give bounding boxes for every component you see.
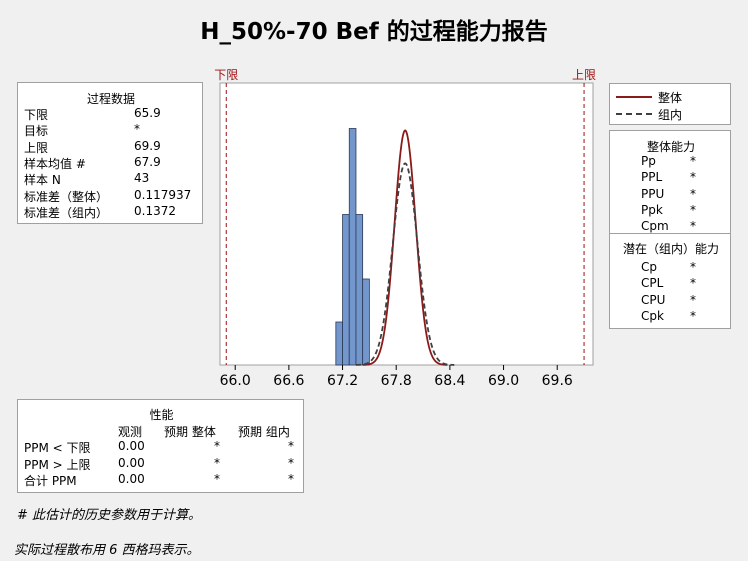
- potential-capability-row-value: *: [690, 292, 696, 307]
- process-data-row-label: 样本 N: [24, 173, 61, 188]
- performance-row-within: *: [288, 472, 294, 486]
- process-data-row-label: 下限: [24, 108, 49, 122]
- process-data-row-value: 0.117937: [134, 187, 192, 202]
- upper-spec-label: 上限: [572, 68, 596, 82]
- overall-capability-row-label: PPL: [641, 170, 663, 185]
- overall-capability-row-label: Ppk: [641, 202, 663, 217]
- process-data-row-value: 65.9: [134, 106, 161, 120]
- overall-capability-row-value: *: [690, 154, 696, 168]
- overall-capability-row-label: PPU: [641, 186, 665, 201]
- performance-row-label: PPM < 下限: [24, 441, 91, 455]
- performance-row-observed: 0.00: [118, 439, 145, 453]
- performance-panel: 性能 观测 预期 整体 预期 组内 PPM < 下限 0.00 * * PPM > 上限…: [17, 399, 304, 493]
- performance-col-overall: 预期 整体: [164, 425, 216, 439]
- x-tick-label: 67.8: [381, 373, 412, 389]
- potential-capability-row-label: CPL: [641, 276, 664, 291]
- process-data-row-value: 69.9: [134, 138, 161, 153]
- process-data-row-value: 67.9: [134, 154, 161, 169]
- histogram-bar: [355, 214, 364, 366]
- performance-col-within: 预期 组内: [238, 425, 290, 439]
- performance-row-observed: 0.00: [118, 455, 145, 470]
- legend-panel: 整体 组内: [609, 83, 731, 125]
- within-distribution-curve: [356, 162, 455, 366]
- process-data-row-label: 上限: [24, 140, 49, 155]
- performance-row-label: PPM > 上限: [24, 457, 91, 472]
- overall-capability-row-value: *: [690, 202, 696, 217]
- overall-capability-row-label: Pp: [641, 154, 656, 168]
- performance-row-label: 合计 PPM: [24, 474, 77, 488]
- lower-spec-label: 下限: [214, 68, 238, 82]
- plot-area: [219, 82, 594, 366]
- x-tick-label: 66.6: [273, 373, 304, 389]
- x-tick-label: 66.0: [220, 373, 251, 389]
- process-data-panel: 过程数据 下限 65.9 目标 * 上限 69.9 样本均值 # 67.9 样本 N 43 标准差（…: [17, 82, 203, 224]
- histogram-bar: [335, 321, 343, 366]
- overall-capability-row-value: *: [690, 219, 696, 234]
- histogram-bar: [342, 214, 350, 366]
- performance-header: 性能: [149, 408, 174, 422]
- overall-distribution-curve: [362, 129, 448, 366]
- legend-within-label: 组内: [658, 108, 683, 122]
- process-data-row-label: 标准差（整体）: [24, 189, 109, 204]
- histogram-bar: [348, 128, 357, 366]
- performance-row-overall: *: [214, 439, 220, 453]
- process-data-row-value: 0.1372: [134, 203, 176, 218]
- overall-capability-row-label: Cpm: [641, 219, 669, 234]
- potential-capability-panel: 潜在（组内）能力 Cp * CPL * CPU * Cpk *: [609, 233, 731, 329]
- performance-row-overall: *: [214, 455, 220, 470]
- process-data-row-value: *: [134, 122, 140, 137]
- histogram-bar: [362, 278, 370, 366]
- x-tick-label: 69.0: [488, 373, 519, 389]
- performance-row-within: *: [288, 455, 294, 470]
- performance-col-observed: 观测: [118, 425, 143, 439]
- performance-row-within: *: [288, 439, 294, 453]
- x-tick-label: 68.4: [434, 373, 465, 389]
- legend-overall-label: 整体: [658, 91, 683, 105]
- overall-capability-row-value: *: [690, 186, 696, 201]
- x-tick-label: 69.6: [542, 373, 573, 389]
- overall-capability-header: 整体能力: [646, 140, 695, 154]
- potential-capability-row-label: Cpk: [641, 308, 664, 323]
- potential-capability-row-label: CPU: [641, 292, 666, 307]
- process-data-row-label: 目标: [24, 124, 49, 139]
- potential-capability-row-value: *: [690, 276, 696, 291]
- performance-row-overall: *: [214, 472, 220, 486]
- process-data-row-value: 43: [134, 171, 150, 186]
- overall-capability-row-value: *: [690, 170, 696, 185]
- potential-capability-row-value: *: [690, 260, 696, 274]
- potential-capability-row-value: *: [690, 308, 696, 323]
- process-data-row-label: 标准差（组内）: [24, 205, 109, 220]
- process-data-header: 过程数据: [86, 92, 135, 106]
- performance-row-observed: 0.00: [118, 472, 145, 486]
- report-title: H_50%-70 Bef 的过程能力报告: [200, 19, 548, 45]
- footnote-historical-parameters: # 此估计的历史参数用于计算。: [17, 508, 202, 523]
- footnote-six-sigma: 实际过程散布用 6 西格玛表示。: [14, 543, 200, 558]
- potential-capability-row-label: Cp: [641, 260, 657, 274]
- x-tick-label: 67.2: [327, 373, 358, 389]
- potential-capability-header: 潜在（组内）能力: [622, 242, 719, 256]
- overall-capability-panel: 整体能力 Pp * PPL * PPU * Ppk * Cpm *: [609, 130, 731, 234]
- process-data-row-label: 样本均值 #: [24, 156, 86, 171]
